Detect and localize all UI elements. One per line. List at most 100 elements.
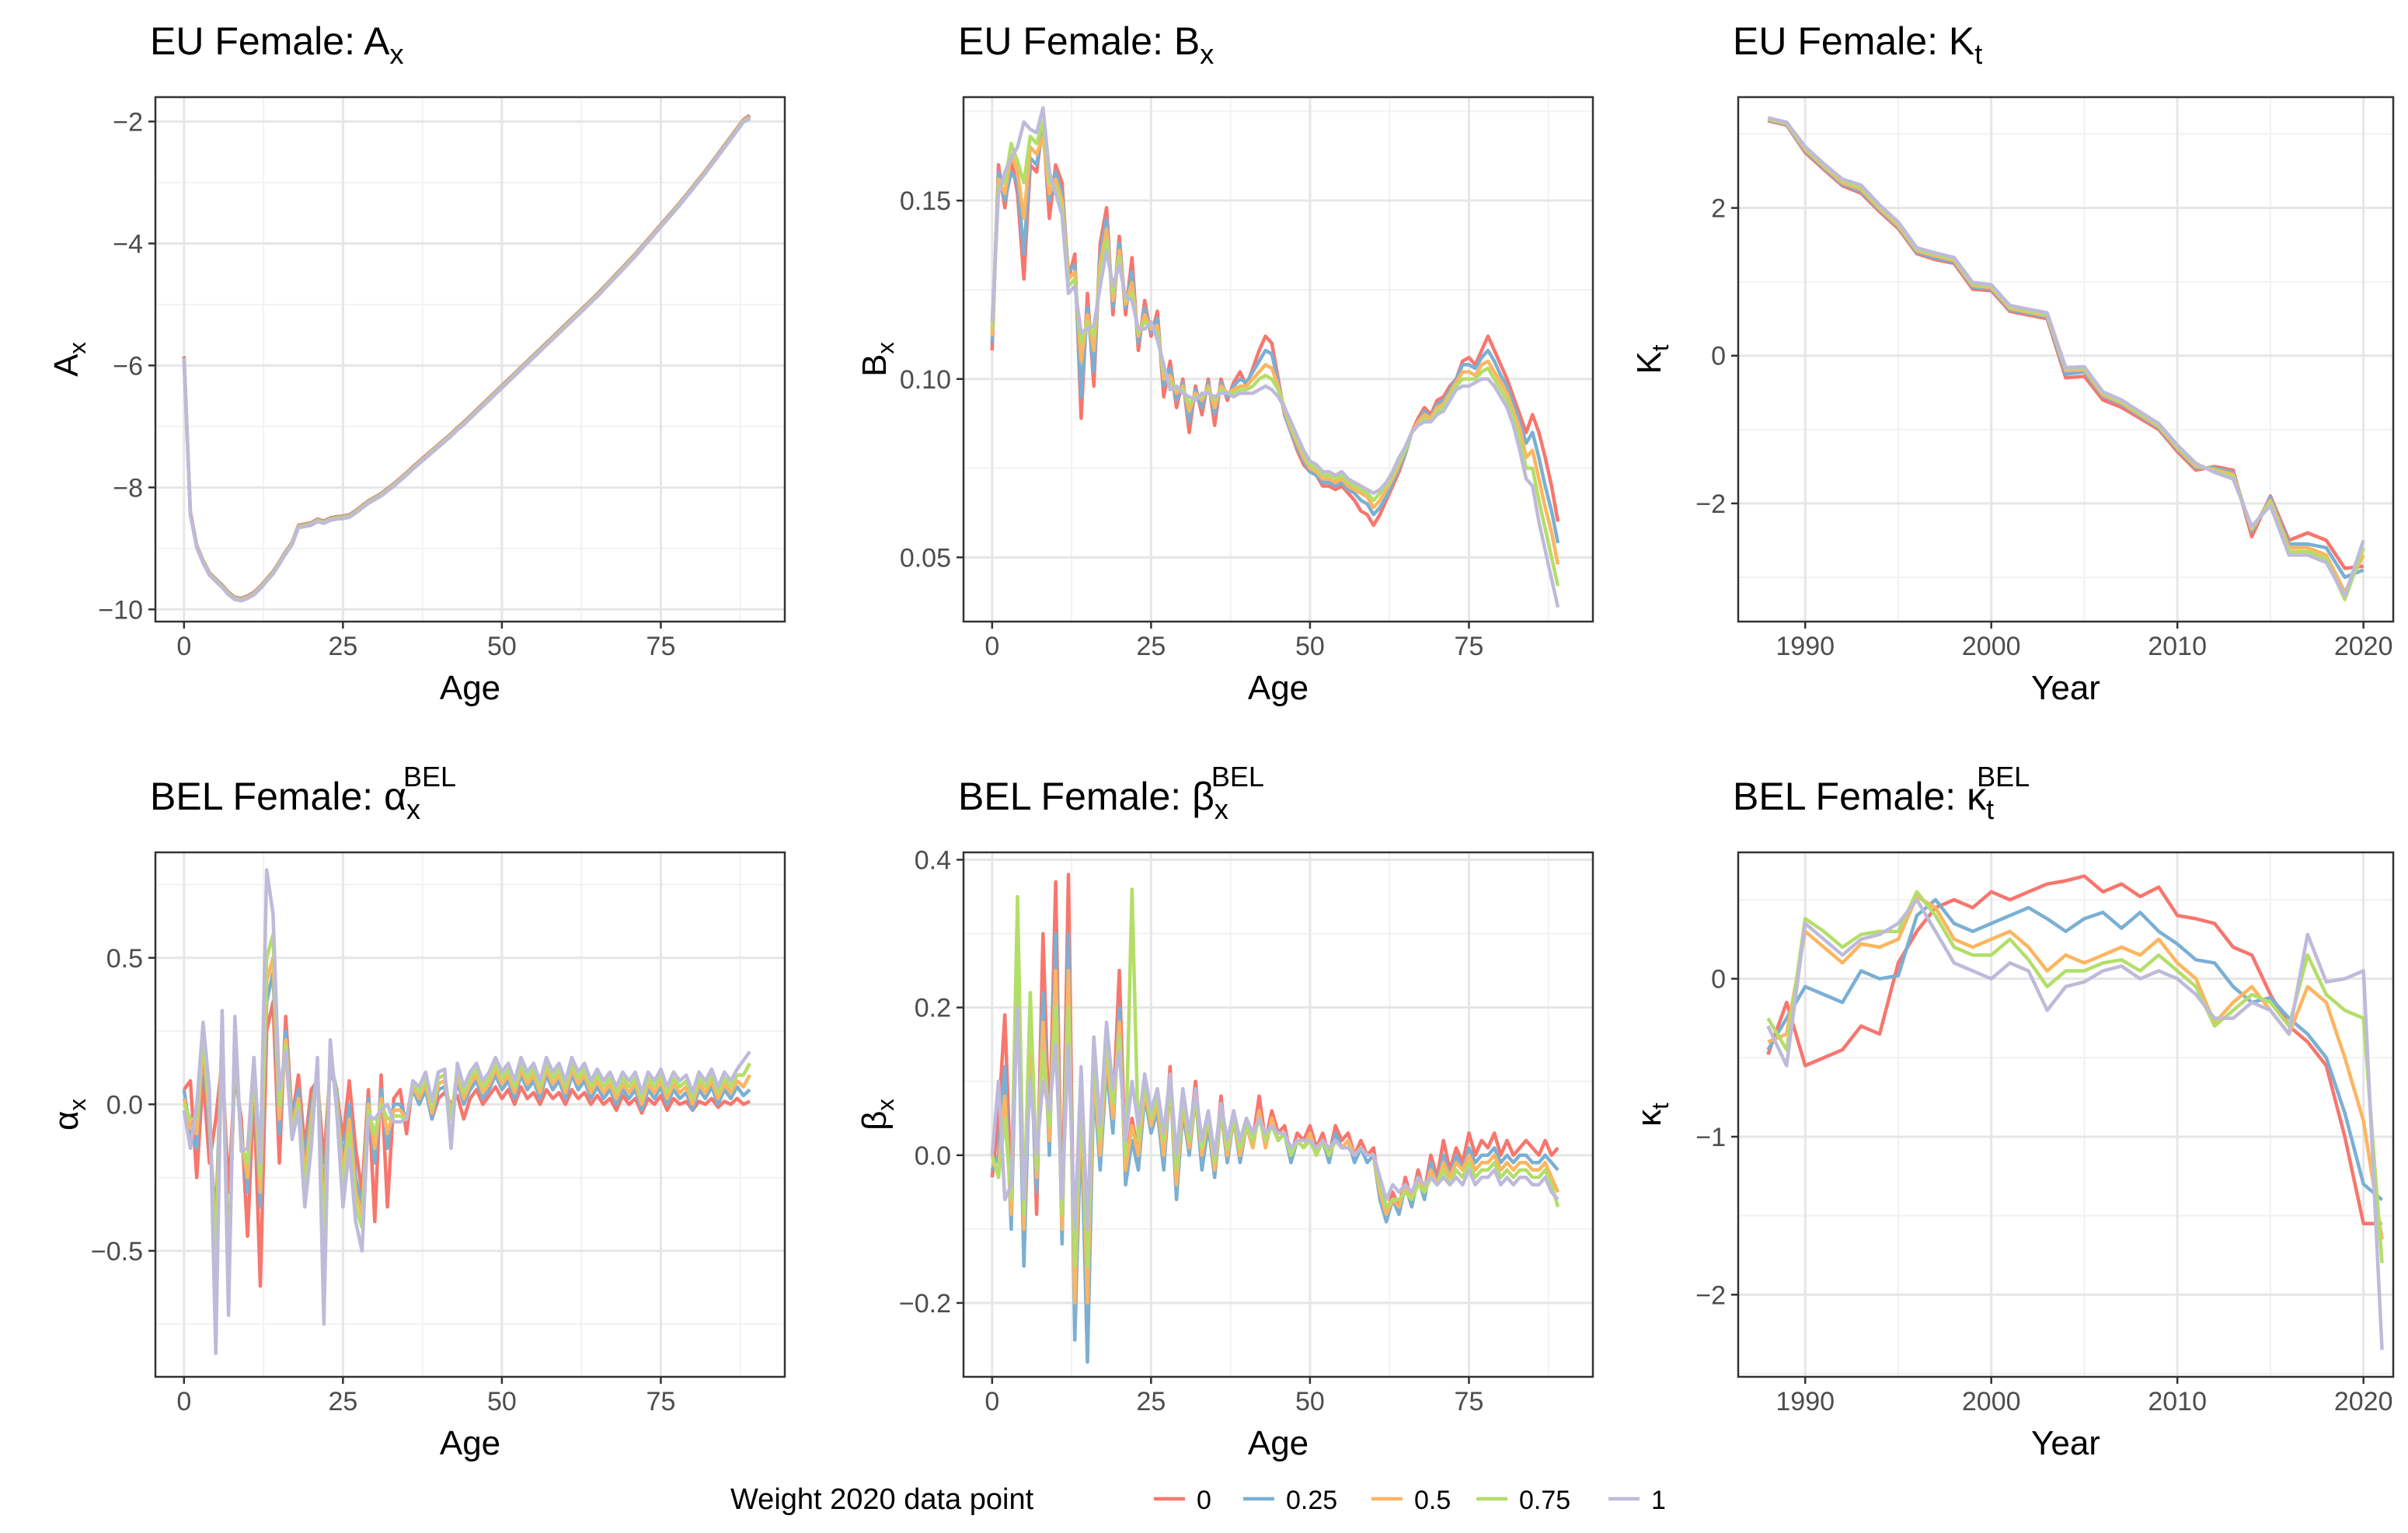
y-axis-label-symbol: κ bbox=[1630, 1109, 1668, 1127]
panel-title-text: EU Female: bbox=[150, 19, 364, 63]
y-tick-label: −2 bbox=[1695, 1280, 1726, 1310]
panel-title: EU Female: Kt bbox=[1733, 19, 1982, 70]
x-tick-label: 50 bbox=[1295, 1387, 1325, 1416]
y-tick-label: 0.5 bbox=[106, 944, 143, 974]
x-tick-label: 2000 bbox=[1962, 632, 2021, 661]
panel-border bbox=[962, 96, 1594, 623]
panel-title-subscript: x bbox=[1214, 793, 1228, 825]
y-axis-label: Kt bbox=[1630, 344, 1674, 374]
panel-title-subscript: t bbox=[1974, 38, 1982, 70]
y-axis-label-subscript: x bbox=[872, 342, 899, 354]
legend-item-0.75: 0.75 bbox=[1476, 1486, 1570, 1515]
y-tick-label: 0.10 bbox=[900, 365, 951, 395]
x-tick-label: 75 bbox=[646, 632, 676, 661]
series-line-0.75 bbox=[990, 887, 1560, 1268]
x-axis-label: Age bbox=[1248, 1424, 1309, 1462]
x-tick-label: 25 bbox=[1136, 1387, 1166, 1416]
x-tick-label: 50 bbox=[487, 632, 517, 661]
y-axis-label: Ax bbox=[47, 342, 91, 377]
series-line-0 bbox=[182, 1000, 751, 1288]
x-tick-label: 2000 bbox=[1962, 1387, 2021, 1416]
series-line-1 bbox=[990, 106, 1560, 608]
panel-title-text: EU Female: bbox=[1733, 19, 1949, 63]
y-tick-label: −2 bbox=[113, 107, 143, 137]
plot-background bbox=[155, 97, 785, 622]
y-axis-label-symbol: A bbox=[47, 354, 85, 377]
y-axis-label-symbol: α bbox=[47, 1111, 85, 1131]
x-tick-label: 2020 bbox=[2334, 1387, 2393, 1416]
panel-title-superscript: BEL bbox=[1977, 761, 2030, 793]
y-tick-label: 0.2 bbox=[915, 994, 951, 1023]
y-axis-label: βx bbox=[856, 1099, 899, 1131]
panel-title: BEL Female: αxBEL bbox=[150, 761, 456, 825]
x-tick-label: 25 bbox=[328, 1387, 357, 1416]
panel-title-symbol: A bbox=[364, 19, 390, 63]
y-tick-label: 0.4 bbox=[915, 846, 951, 876]
y-axis-label-subscript: t bbox=[1647, 1103, 1674, 1110]
panel-title: EU Female: Ax bbox=[150, 19, 403, 70]
x-tick-label: 0 bbox=[176, 632, 191, 661]
legend-item-0: 0 bbox=[1154, 1486, 1211, 1515]
y-tick-label: −0.5 bbox=[91, 1237, 143, 1266]
legend-item-1: 1 bbox=[1608, 1486, 1666, 1515]
series-line-1 bbox=[1766, 897, 2384, 1350]
x-tick-label: 75 bbox=[1455, 632, 1484, 661]
panel-title: BEL Female: βxBEL bbox=[958, 761, 1264, 825]
legend-label: 0.25 bbox=[1286, 1486, 1337, 1515]
panel-title-superscript: BEL bbox=[1211, 761, 1264, 793]
panel-title: EU Female: Bx bbox=[958, 19, 1214, 70]
y-tick-label: −8 bbox=[113, 473, 143, 503]
x-axis-label: Year bbox=[2031, 1424, 2100, 1462]
x-tick-label: 0 bbox=[984, 632, 999, 661]
series-line-0.25 bbox=[1766, 897, 2384, 1202]
y-axis-label-subscript: t bbox=[1647, 344, 1674, 351]
x-tick-label: 1990 bbox=[1776, 1387, 1835, 1416]
panel-title-subscript: x bbox=[1200, 38, 1214, 70]
panel-title-subscript: x bbox=[389, 38, 403, 70]
x-tick-label: 2010 bbox=[2148, 632, 2207, 661]
panel-title-symbol: K bbox=[1949, 19, 1974, 63]
series-line-1 bbox=[182, 117, 751, 603]
panel-title-symbol: B bbox=[1174, 19, 1200, 63]
legend-label: 1 bbox=[1651, 1486, 1666, 1515]
series-line-0.75 bbox=[1766, 890, 2384, 1263]
legend-item-0.25: 0.25 bbox=[1243, 1486, 1337, 1515]
legend: Weight 2020 data point 0 0.25 0.5 0.75 1 bbox=[730, 1483, 1666, 1516]
x-axis-label: Age bbox=[1248, 669, 1309, 707]
y-tick-label: 0.15 bbox=[900, 186, 951, 216]
panel-title-text: BEL Female: bbox=[150, 775, 384, 818]
panel-title-symbol: κ bbox=[1967, 775, 1987, 818]
legend-label: 0.5 bbox=[1414, 1486, 1451, 1515]
y-tick-label: −0.2 bbox=[899, 1289, 951, 1319]
panel-title-symbol: β bbox=[1192, 775, 1214, 818]
y-axis-label-symbol: β bbox=[856, 1111, 894, 1131]
y-tick-label: 0.0 bbox=[106, 1090, 143, 1120]
panel-border bbox=[154, 96, 786, 623]
x-tick-label: 0 bbox=[984, 1387, 999, 1416]
y-axis-label: κt bbox=[1630, 1103, 1674, 1127]
legend-item-0.5: 0.5 bbox=[1371, 1486, 1451, 1515]
panel-title-text: BEL Female: bbox=[958, 775, 1192, 818]
panel-border bbox=[962, 851, 1594, 1378]
y-tick-label: −4 bbox=[113, 229, 143, 259]
x-axis-label: Year bbox=[2031, 669, 2100, 707]
panel-title-superscript: BEL bbox=[403, 761, 456, 793]
y-tick-label: 2 bbox=[1711, 194, 1726, 224]
y-tick-label: −1 bbox=[1695, 1123, 1726, 1152]
y-tick-label: −2 bbox=[1695, 490, 1726, 519]
x-tick-label: 50 bbox=[487, 1387, 517, 1416]
x-tick-label: 2010 bbox=[2148, 1387, 2207, 1416]
legend-label: 0 bbox=[1197, 1486, 1211, 1515]
panel-title-symbol: α bbox=[384, 775, 406, 818]
y-tick-label: 0 bbox=[1711, 342, 1726, 371]
y-axis-label-subscript: x bbox=[64, 1099, 91, 1111]
panel-border bbox=[1737, 851, 2395, 1378]
series-line-1 bbox=[1767, 116, 2365, 598]
y-axis-label: αx bbox=[47, 1099, 91, 1131]
